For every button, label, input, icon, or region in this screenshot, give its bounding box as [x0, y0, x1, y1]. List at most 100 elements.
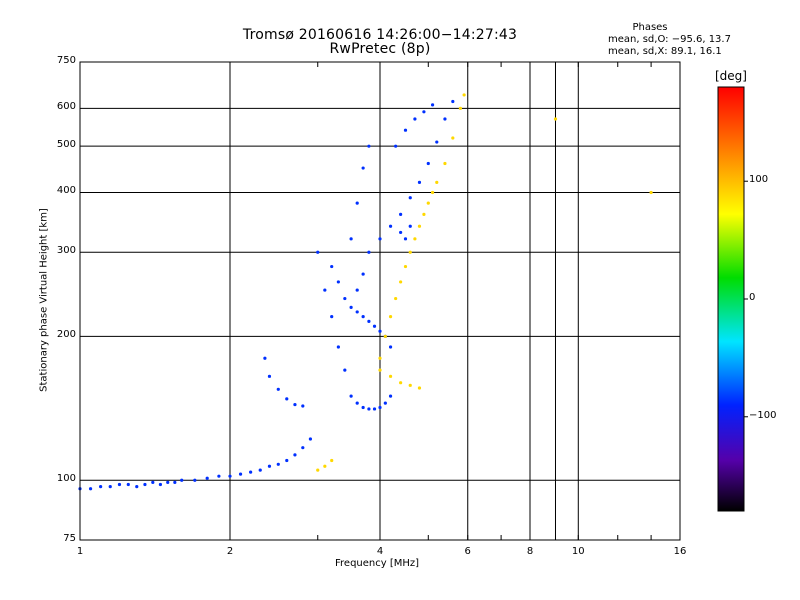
- x-tick-label: 6: [464, 546, 471, 557]
- colorbar-tick-label: 0: [749, 292, 756, 303]
- data-point-o-mode: [383, 401, 387, 405]
- data-point-x-mode: [399, 381, 403, 385]
- y-tick-label: 75: [63, 533, 76, 544]
- x-tick-label: 10: [571, 546, 585, 557]
- data-point-o-mode: [330, 264, 334, 269]
- data-point-o-mode: [355, 310, 359, 314]
- scatter-points: [78, 93, 653, 491]
- chart-title: Tromsø 20160616 14:26:00−14:27:43: [242, 27, 518, 43]
- data-point-x-mode: [413, 237, 417, 241]
- data-point-o-mode: [228, 474, 232, 478]
- data-point-o-mode: [343, 368, 347, 372]
- data-point-o-mode: [422, 110, 426, 114]
- data-point-o-mode: [99, 485, 103, 489]
- data-point-x-mode: [435, 180, 439, 184]
- data-point-o-mode: [301, 446, 305, 450]
- stats-heading: Phases: [632, 22, 668, 33]
- data-point-x-mode: [383, 334, 387, 338]
- data-point-x-mode: [443, 161, 447, 166]
- x-tick-label: 8: [526, 546, 534, 557]
- y-tick-label: 750: [56, 55, 76, 66]
- data-point-x-mode: [399, 280, 403, 284]
- data-point-o-mode: [426, 161, 430, 166]
- data-point-o-mode: [180, 478, 184, 482]
- data-point-o-mode: [361, 166, 365, 170]
- data-point-o-mode: [388, 345, 393, 349]
- data-point-o-mode: [117, 482, 122, 487]
- data-point-o-mode: [349, 305, 353, 309]
- data-point-x-mode: [403, 264, 408, 269]
- data-point-x-mode: [388, 315, 393, 319]
- data-point-o-mode: [388, 394, 393, 398]
- data-point-o-mode: [417, 180, 422, 184]
- data-point-o-mode: [267, 374, 272, 378]
- x-tick-label: 16: [673, 546, 687, 557]
- data-point-o-mode: [263, 356, 267, 360]
- data-point-o-mode: [361, 315, 365, 319]
- x-tick-label: 2: [226, 546, 234, 557]
- y-tick-label: 500: [56, 139, 76, 151]
- plot-frame: [79, 61, 681, 541]
- data-point-o-mode: [361, 272, 365, 276]
- y-tick-label: 100: [56, 473, 76, 485]
- data-point-x-mode: [323, 464, 327, 468]
- data-point-x-mode: [649, 190, 653, 195]
- data-point-x-mode: [426, 201, 430, 205]
- colorbar-label: [deg]: [715, 69, 747, 83]
- data-point-o-mode: [217, 474, 221, 478]
- data-point-x-mode: [378, 368, 382, 372]
- data-point-o-mode: [399, 230, 403, 235]
- data-point-o-mode: [285, 397, 289, 401]
- data-point-o-mode: [293, 453, 297, 457]
- data-point-o-mode: [276, 387, 280, 391]
- x-tick-label: 4: [376, 546, 384, 557]
- data-point-o-mode: [430, 103, 435, 107]
- data-point-o-mode: [388, 224, 393, 228]
- data-point-x-mode: [430, 190, 435, 195]
- colorbar-tick-label: 100: [749, 174, 769, 186]
- data-point-x-mode: [388, 374, 393, 378]
- data-point-o-mode: [143, 482, 147, 487]
- data-point-x-mode: [330, 458, 334, 463]
- data-point-o-mode: [249, 470, 253, 474]
- data-point-o-mode: [166, 480, 170, 484]
- data-point-o-mode: [151, 480, 155, 484]
- data-point-o-mode: [285, 458, 289, 463]
- data-point-o-mode: [158, 482, 163, 487]
- data-point-x-mode: [316, 468, 320, 472]
- data-point-x-mode: [462, 93, 466, 97]
- data-point-o-mode: [403, 237, 408, 241]
- data-point-o-mode: [126, 482, 130, 487]
- data-point-x-mode: [451, 136, 455, 140]
- data-point-o-mode: [238, 472, 243, 476]
- data-point-o-mode: [349, 394, 353, 398]
- data-point-o-mode: [451, 99, 455, 104]
- data-point-x-mode: [553, 117, 558, 121]
- colorbar-tick-label: −100: [749, 409, 777, 421]
- data-point-x-mode: [378, 356, 382, 360]
- data-point-o-mode: [403, 128, 408, 132]
- y-tick-label: 400: [56, 185, 76, 197]
- y-tick-label: 200: [56, 329, 76, 341]
- data-point-o-mode: [135, 485, 139, 489]
- data-point-o-mode: [408, 196, 412, 200]
- data-point-x-mode: [394, 296, 398, 301]
- data-point-x-mode: [422, 212, 426, 216]
- stats-x-mode: mean, sd,X: 89.1, 16.1: [608, 46, 722, 57]
- data-point-o-mode: [367, 144, 371, 148]
- data-point-o-mode: [355, 401, 359, 405]
- data-point-o-mode: [413, 117, 417, 121]
- y-tick-label: 600: [56, 101, 76, 113]
- x-tick-label: 1: [76, 546, 84, 557]
- data-point-o-mode: [293, 402, 297, 407]
- data-point-o-mode: [367, 319, 371, 323]
- data-point-o-mode: [378, 329, 382, 333]
- data-point-o-mode: [372, 407, 377, 411]
- colorbar: [717, 86, 745, 512]
- data-point-o-mode: [323, 288, 327, 292]
- data-point-o-mode: [308, 437, 313, 441]
- data-point-o-mode: [330, 315, 334, 319]
- data-point-o-mode: [399, 212, 403, 216]
- data-point-o-mode: [336, 345, 340, 349]
